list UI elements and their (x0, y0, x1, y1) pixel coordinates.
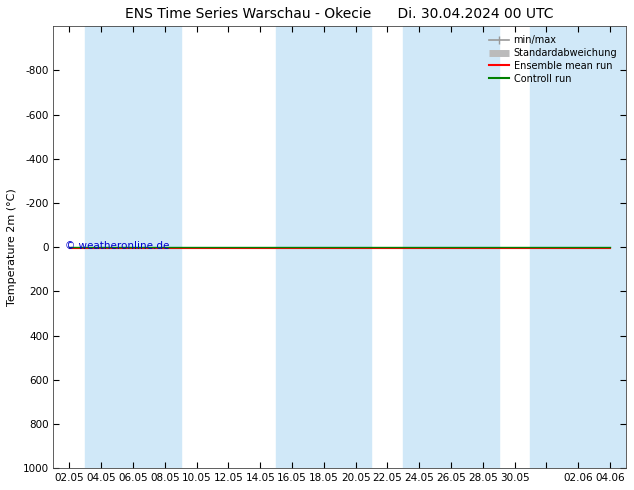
Legend: min/max, Standardabweichung, Ensemble mean run, Controll run: min/max, Standardabweichung, Ensemble me… (485, 31, 621, 88)
Bar (403, 26, 499, 468)
Bar (562, 26, 626, 468)
Title: ENS Time Series Warschau - Okecie      Di. 30.04.2024 00 UTC: ENS Time Series Warschau - Okecie Di. 30… (126, 7, 554, 21)
Text: © weatheronline.de: © weatheronline.de (65, 241, 169, 251)
Bar (86, 26, 181, 468)
Bar (531, 26, 626, 468)
Bar (276, 26, 372, 468)
Y-axis label: Temperature 2m (°C): Temperature 2m (°C) (7, 188, 17, 306)
